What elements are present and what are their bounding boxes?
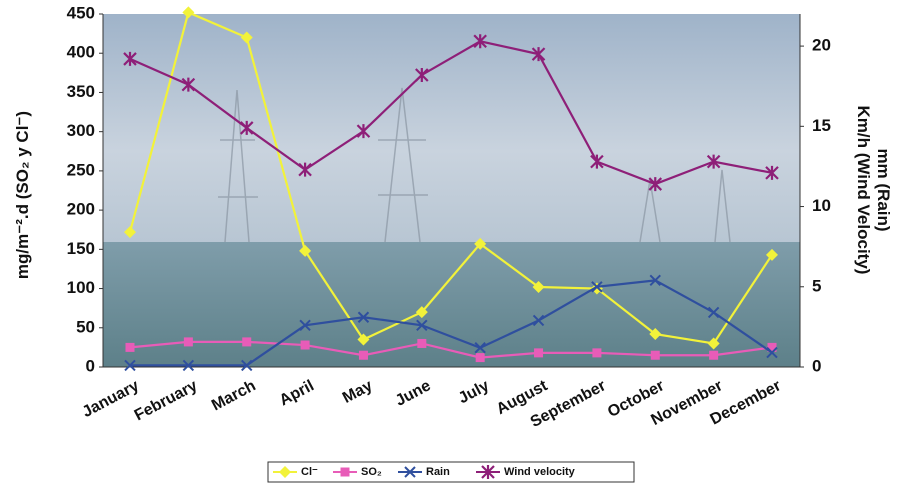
data-point [707, 337, 720, 350]
data-point [649, 274, 661, 287]
data-point [239, 120, 254, 135]
legend-marker [279, 466, 291, 478]
data-point [182, 6, 195, 19]
data-point [241, 359, 253, 372]
data-point [706, 154, 721, 169]
data-point [356, 124, 371, 139]
series-line [129, 340, 773, 359]
legend-label: SO₂ [361, 466, 382, 478]
data-point [591, 281, 603, 293]
data-point [532, 314, 545, 327]
data-point [474, 342, 486, 354]
legend-label: Wind velocity [504, 466, 576, 478]
data-point [298, 162, 312, 177]
y-axis-label: mg/m⁻².d (SO₂ y Cl⁻) [13, 111, 32, 279]
y2-axis-label: Km/h (Wind Velocity) [854, 106, 873, 275]
data-point [124, 226, 136, 239]
y-tick-label: 400 [67, 43, 95, 62]
data-point [650, 350, 660, 360]
data-point [123, 51, 137, 66]
x-tick-label: March [209, 377, 259, 414]
sea-bg [103, 242, 800, 367]
data-point [648, 177, 663, 192]
data-point [592, 348, 602, 358]
data-point [532, 280, 545, 293]
data-point [765, 165, 779, 180]
data-point [417, 338, 427, 348]
data-point [707, 306, 720, 319]
data-point [299, 319, 311, 331]
data-point [240, 31, 253, 44]
data-point [531, 47, 546, 62]
data-point [766, 346, 778, 359]
series-line [129, 40, 773, 186]
series-line [130, 279, 773, 367]
x-tick-label: July [456, 377, 492, 407]
y-tick-label: 450 [67, 3, 95, 22]
y2-tick-label: 0 [812, 356, 821, 375]
data-point [709, 350, 719, 360]
y-tick-label: 100 [67, 278, 95, 297]
data-point [415, 306, 428, 319]
data-point [125, 342, 135, 352]
x-tick-label: April [277, 377, 317, 409]
x-tick-label: June [393, 377, 434, 410]
y2-tick-label: 15 [812, 116, 831, 135]
data-point [475, 353, 485, 363]
data-point [183, 337, 193, 347]
y-tick-label: 0 [86, 356, 95, 375]
data-point [766, 248, 778, 261]
data-point [649, 328, 662, 341]
legend-marker [481, 465, 495, 479]
legend-marker [404, 466, 416, 478]
data-point [590, 154, 604, 169]
y-tick-label: 250 [67, 160, 95, 179]
y-tick-label: 200 [67, 200, 95, 219]
legend-label: Cl⁻ [301, 466, 318, 478]
data-point [181, 77, 196, 92]
data-point [358, 350, 368, 360]
legend-marker [340, 467, 350, 477]
y2-tick-label: 10 [812, 196, 831, 215]
y2-tick-label: 5 [812, 276, 821, 295]
sky-bg [103, 14, 800, 242]
data-point [182, 359, 195, 372]
data-point [534, 348, 544, 358]
x-tick-label: May [340, 377, 376, 407]
legend-label: Rain [426, 466, 450, 478]
y2-axis-label: mm (Rain) [874, 148, 893, 231]
series-line [128, 10, 773, 345]
data-point [415, 67, 429, 82]
legend [267, 461, 635, 483]
data-point [416, 319, 428, 331]
data-point [242, 337, 252, 347]
data-point [300, 340, 310, 350]
y-tick-label: 300 [67, 121, 95, 140]
data-point [767, 342, 777, 352]
data-point [357, 333, 370, 346]
y2-tick-label: 20 [812, 36, 831, 55]
data-point [357, 311, 370, 323]
x-tick-label: January [80, 377, 142, 421]
y-tick-label: 150 [67, 239, 95, 258]
y-tick-label: 350 [67, 82, 95, 101]
x-tick-label: February [132, 377, 201, 424]
data-point [299, 244, 312, 257]
data-point [124, 359, 136, 372]
y-tick-label: 50 [76, 317, 95, 336]
data-point [474, 237, 487, 250]
data-point [473, 34, 487, 49]
